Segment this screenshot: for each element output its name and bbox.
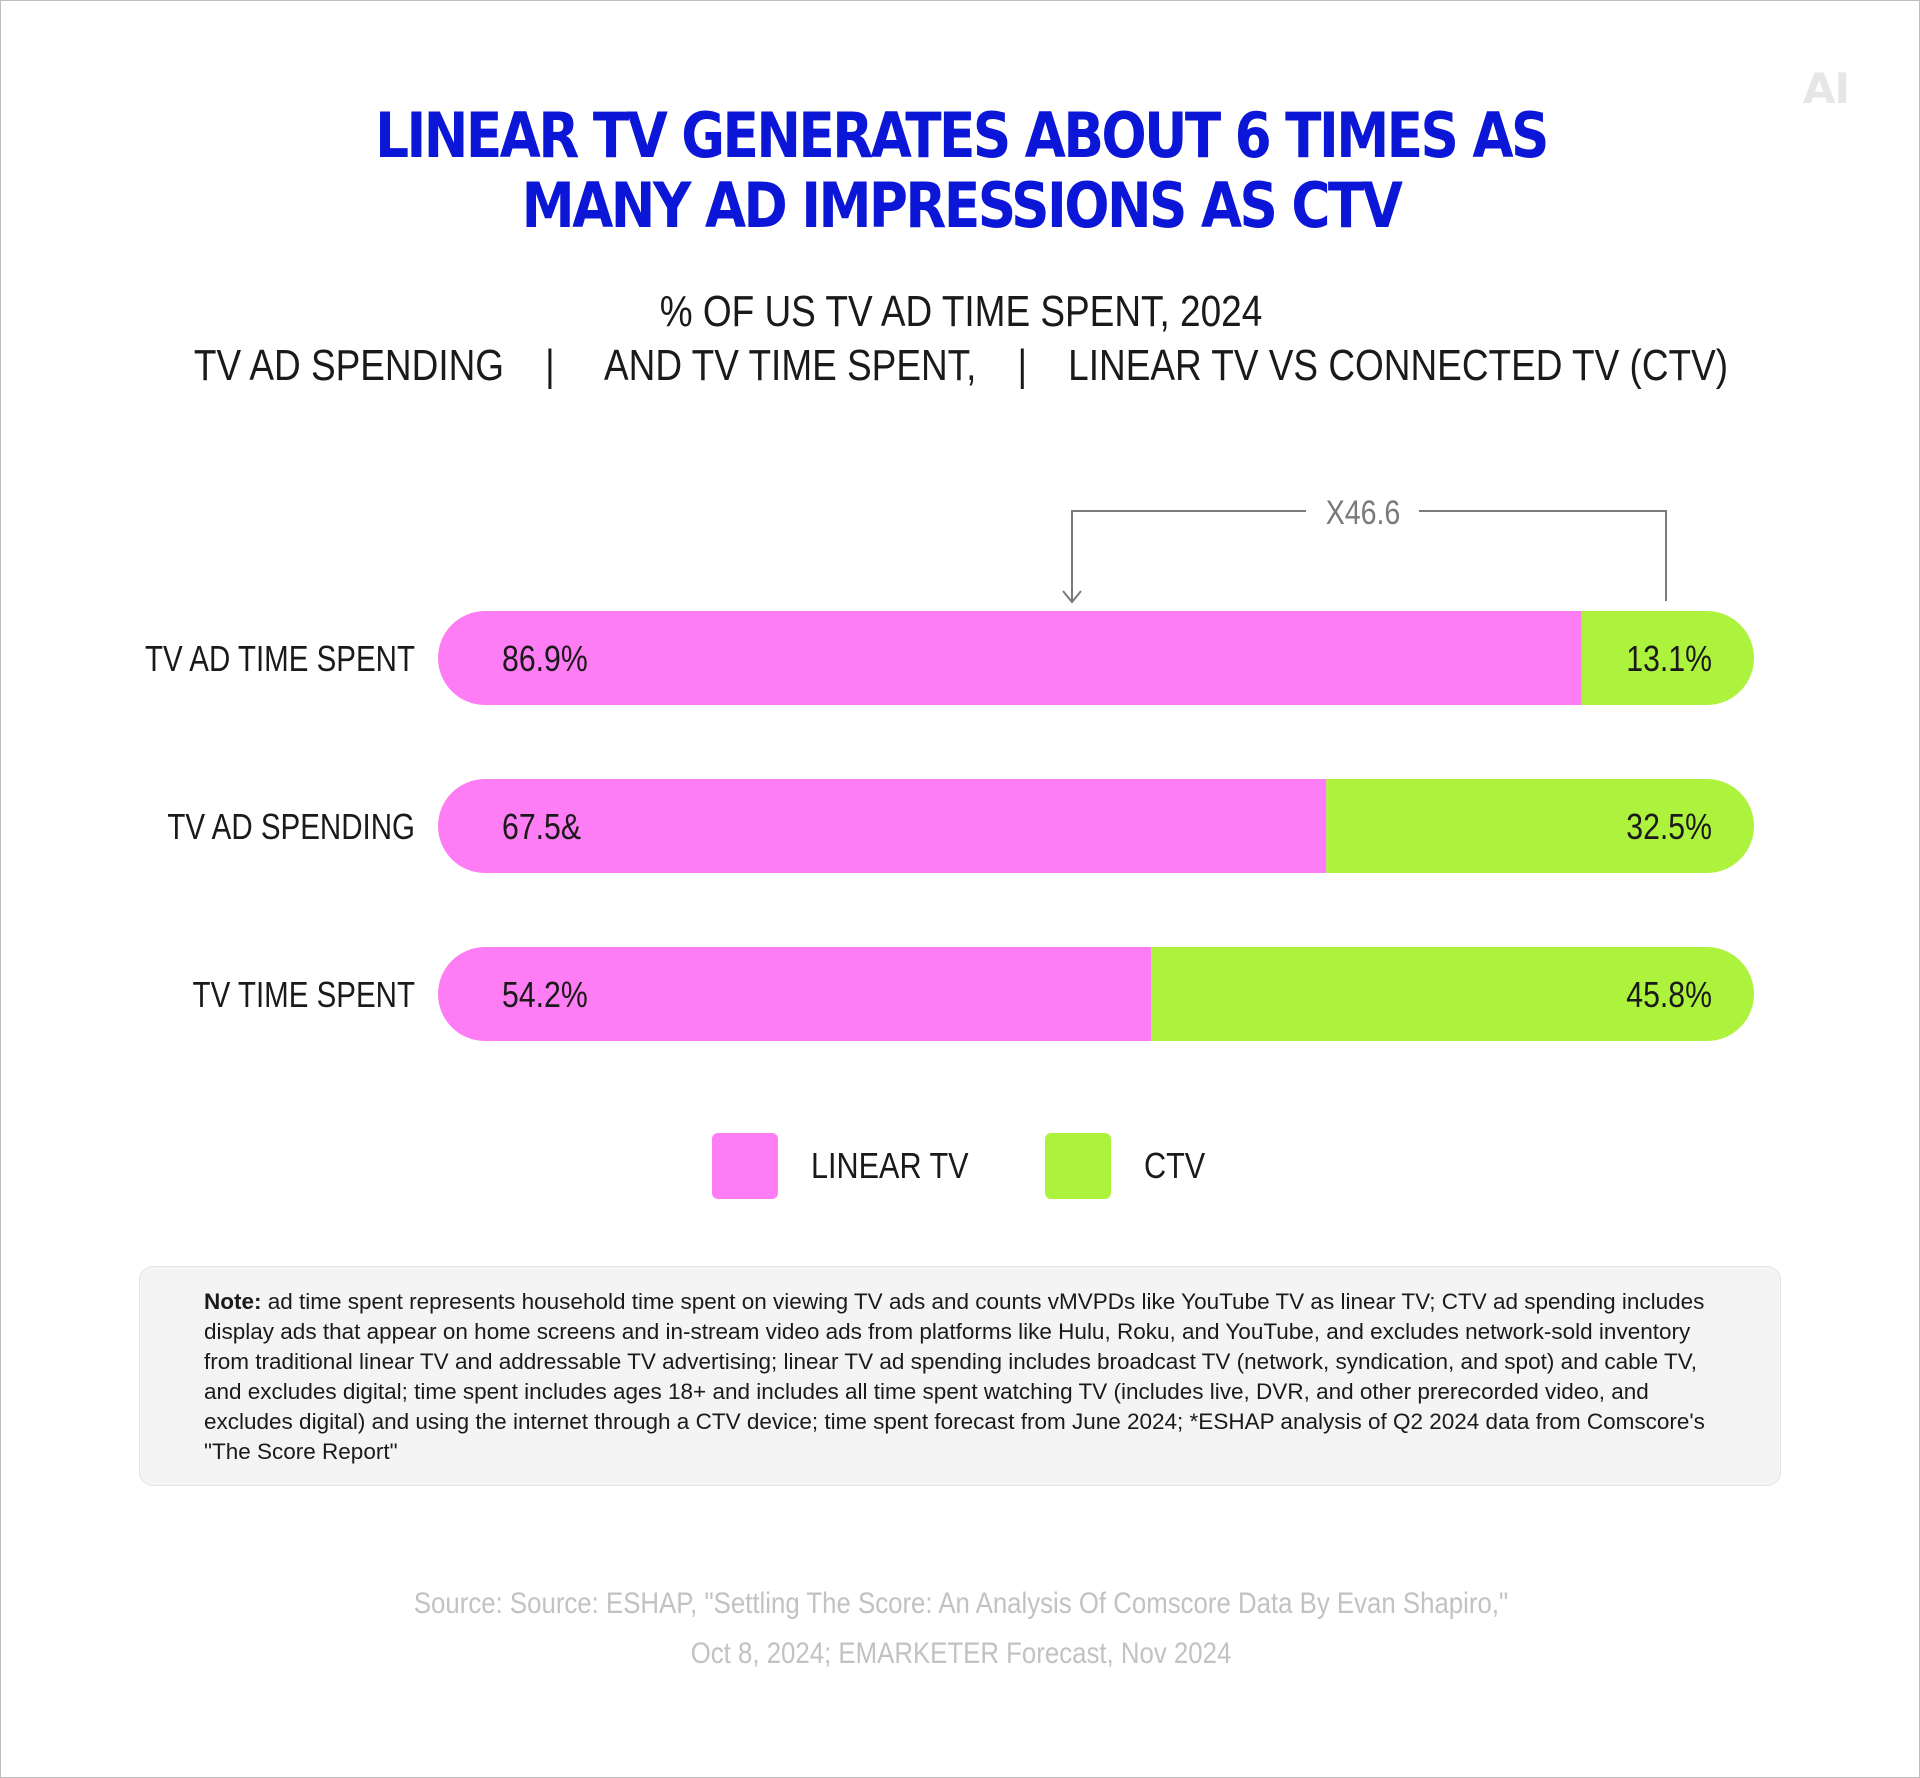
category-label-1: TV AD TIME SPENT xyxy=(145,638,415,678)
linear-value-label-3: 54.2% xyxy=(502,976,588,1016)
stacked-bar-chart: TV AD TIME SPENT 86.9% 13.1% TV AD SPENDING… xyxy=(145,494,1754,1041)
source-line-2: Oct 8, 2024; EMARKETER Forecast, Nov 202… xyxy=(690,1637,1232,1670)
bar-linear-2 xyxy=(438,779,1327,873)
legend-label-linear: LINEAR TV xyxy=(811,1145,969,1186)
chart-subtitle: % OF US TV AD TIME SPENT, 2024 xyxy=(659,287,1263,336)
ctv-value-label-1: 13.1% xyxy=(1626,640,1712,680)
chart-subtitle-line-2: TV AD SPENDING | AND TV TIME SPENT, | LI… xyxy=(193,341,1729,390)
title-line-1: LINEAR TV GENERATES ABOUT 6 TIMES AS xyxy=(375,99,1549,172)
bar-row-3 xyxy=(438,947,1754,1041)
category-label-3: TV TIME SPENT xyxy=(193,974,415,1014)
linear-value-label-2: 67.5& xyxy=(502,808,581,848)
ctv-value-label-3: 45.8% xyxy=(1626,976,1712,1016)
note-label: Note: xyxy=(204,1289,262,1314)
logo: AI xyxy=(1802,64,1850,113)
annotation-bracket-right xyxy=(1419,510,1667,601)
annotation-bracket-left xyxy=(1071,510,1306,601)
legend-swatch-ctv xyxy=(1045,1133,1111,1199)
category-label-2: TV AD SPENDING xyxy=(167,806,415,846)
bar-linear-3 xyxy=(438,947,1152,1041)
annotation-arrowhead xyxy=(1062,590,1082,604)
bar-ctv-1 xyxy=(1581,611,1754,705)
bar-row-1 xyxy=(438,611,1754,705)
annotation-label: X46.6 xyxy=(1326,494,1401,532)
ctv-value-label-2: 32.5% xyxy=(1626,808,1712,848)
bar-row-2 xyxy=(438,779,1754,873)
bar-ctv-2 xyxy=(1326,779,1754,873)
legend-swatch-linear xyxy=(712,1133,778,1199)
note-text: Note: ad time spent represents household… xyxy=(204,1287,1730,1467)
bar-linear-1 xyxy=(438,611,1582,705)
legend-label-ctv: CTV xyxy=(1144,1145,1206,1186)
note-box: Note: ad time spent represents household… xyxy=(139,1266,1781,1486)
bar-ctv-3 xyxy=(1151,947,1754,1041)
linear-value-label-1: 86.9% xyxy=(502,640,588,680)
source-line-1: Source: Source: ESHAP, "Settling The Sco… xyxy=(413,1587,1509,1620)
title-line-2: MANY AD IMPRESSIONS AS CTV xyxy=(521,169,1403,242)
chart-title: LINEAR TV GENERATES ABOUT 6 TIMES AS MAN… xyxy=(135,101,1786,241)
note-body: ad time spent represents household time … xyxy=(204,1289,1705,1464)
source-citation: Source: Source: ESHAP, "Settling The Sco… xyxy=(135,1579,1786,1679)
